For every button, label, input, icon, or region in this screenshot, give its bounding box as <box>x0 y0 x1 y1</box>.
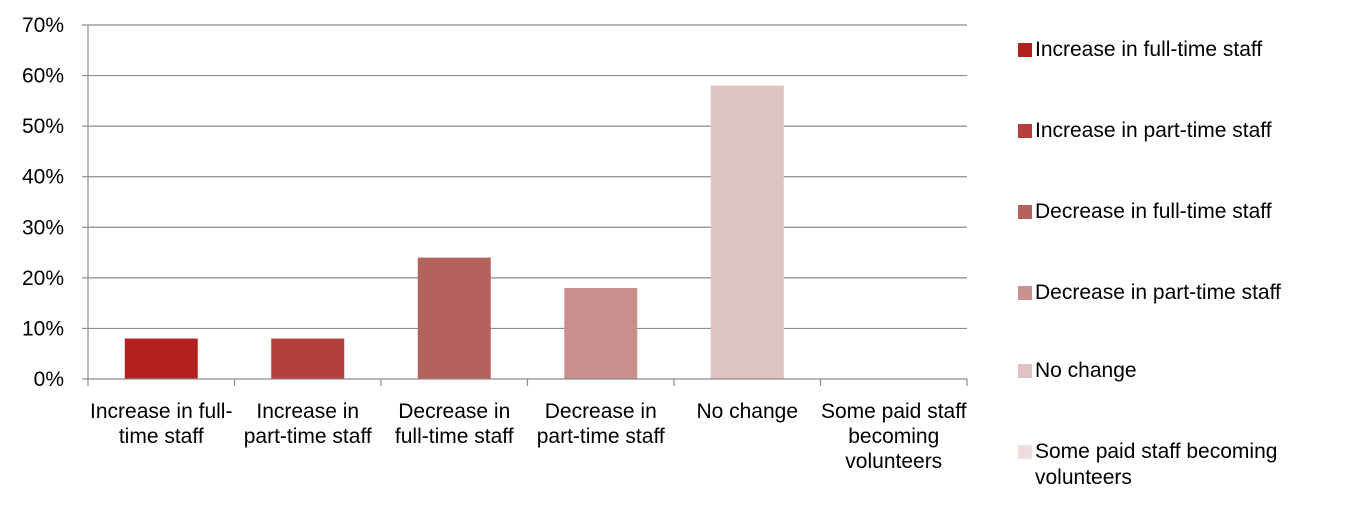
y-tick-label: 30% <box>22 216 64 239</box>
legend-item: No change <box>1018 358 1353 384</box>
x-tick-label: Increase in part-time staff <box>243 400 372 448</box>
bar <box>564 287 638 379</box>
legend-swatch <box>1018 205 1032 219</box>
y-tick-labels: 0% 10% 20% 30% 40% 50% 60% 70% <box>22 14 64 391</box>
legend-label: Decrease in full-time staff <box>1035 200 1272 223</box>
bar <box>710 85 784 379</box>
legend-swatch <box>1018 43 1032 57</box>
legend-swatch <box>1018 364 1032 378</box>
x-tick-label: Increase in full-time staff <box>90 400 233 448</box>
x-tick-label: No change <box>696 400 799 423</box>
legend-label: Increase in part-time staff <box>1035 119 1272 142</box>
x-tick-label: Decrease in part-time staff <box>536 400 665 448</box>
legend-label: No change <box>1035 359 1137 382</box>
bars <box>124 85 784 379</box>
y-tick-label: 10% <box>22 317 64 340</box>
gridlines <box>88 24 967 330</box>
y-tick-label: 40% <box>22 166 64 189</box>
legend-item: Decrease in part-time staff <box>1018 280 1353 306</box>
y-tick-label: 60% <box>22 65 64 88</box>
y-tick-label: 0% <box>34 368 64 391</box>
legend-item: Increase in full-time staff <box>1018 37 1353 63</box>
legend-item: Some paid staff becoming volunteers <box>1018 439 1335 491</box>
y-tick-label: 70% <box>22 14 64 37</box>
legend-label: Increase in full-time staff <box>1035 38 1263 61</box>
x-tick-label: Decrease in full-time staff <box>394 400 514 448</box>
bar <box>271 338 345 379</box>
legend-swatch <box>1018 445 1032 459</box>
bar <box>417 257 491 379</box>
legend-label: Decrease in part-time staff <box>1035 281 1281 304</box>
y-tick-label: 50% <box>22 115 64 138</box>
legend-item: Increase in part-time staff <box>1018 118 1353 144</box>
x-tick-label: Some paid staff becoming volunteers <box>820 400 967 473</box>
legend-swatch <box>1018 286 1032 300</box>
bar <box>124 338 198 379</box>
axes <box>82 24 968 386</box>
y-tick-label: 20% <box>22 267 64 290</box>
legend-swatch <box>1018 124 1032 138</box>
legend-label: Some paid staff becoming volunteers <box>1035 440 1278 489</box>
legend-item: Decrease in full-time staff <box>1018 199 1353 225</box>
